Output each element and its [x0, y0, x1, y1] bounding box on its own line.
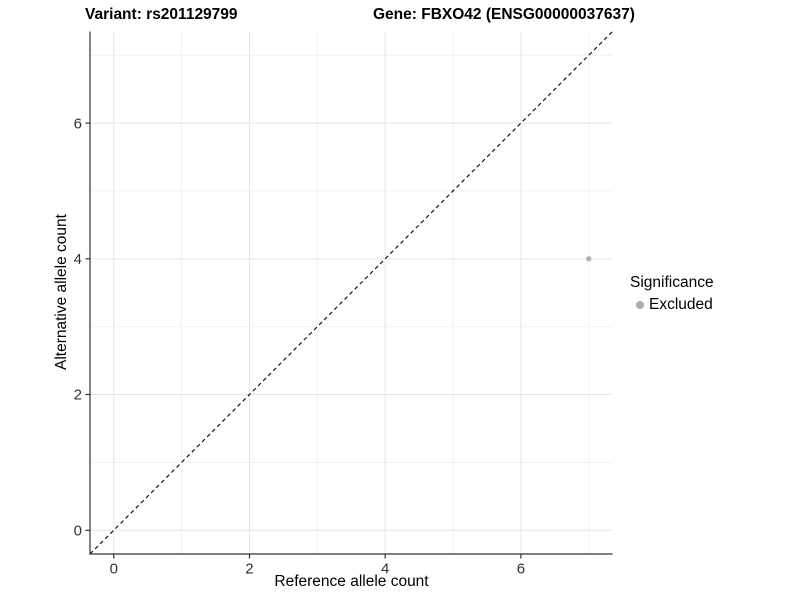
x-axis-label: Reference allele count [274, 573, 429, 590]
y-axis-label: Alternative allele count [53, 214, 70, 370]
x-tick-label: 4 [381, 561, 389, 578]
y-tick-label: 4 [74, 251, 82, 268]
y-tick-label: 0 [74, 522, 82, 539]
x-tick-label: 0 [110, 561, 118, 578]
legend: Significance Excluded [630, 273, 714, 314]
identity-reference-line [89, 31, 613, 555]
legend-title: Significance [630, 274, 714, 291]
y-tick-label: 6 [74, 115, 82, 132]
x-tick-label: 6 [517, 561, 525, 578]
plot-title-variant: Variant: rs201129799 [85, 6, 238, 23]
plot-title-gene: Gene: FBXO42 (ENSG00000037637) [373, 6, 635, 23]
x-tick-label: 2 [245, 561, 253, 578]
data-point [586, 256, 592, 262]
legend-item-excluded: Excluded [630, 295, 714, 314]
y-tick-label: 2 [74, 387, 82, 404]
legend-item-label: Excluded [649, 296, 713, 313]
legend-marker-excluded-icon [636, 300, 644, 309]
